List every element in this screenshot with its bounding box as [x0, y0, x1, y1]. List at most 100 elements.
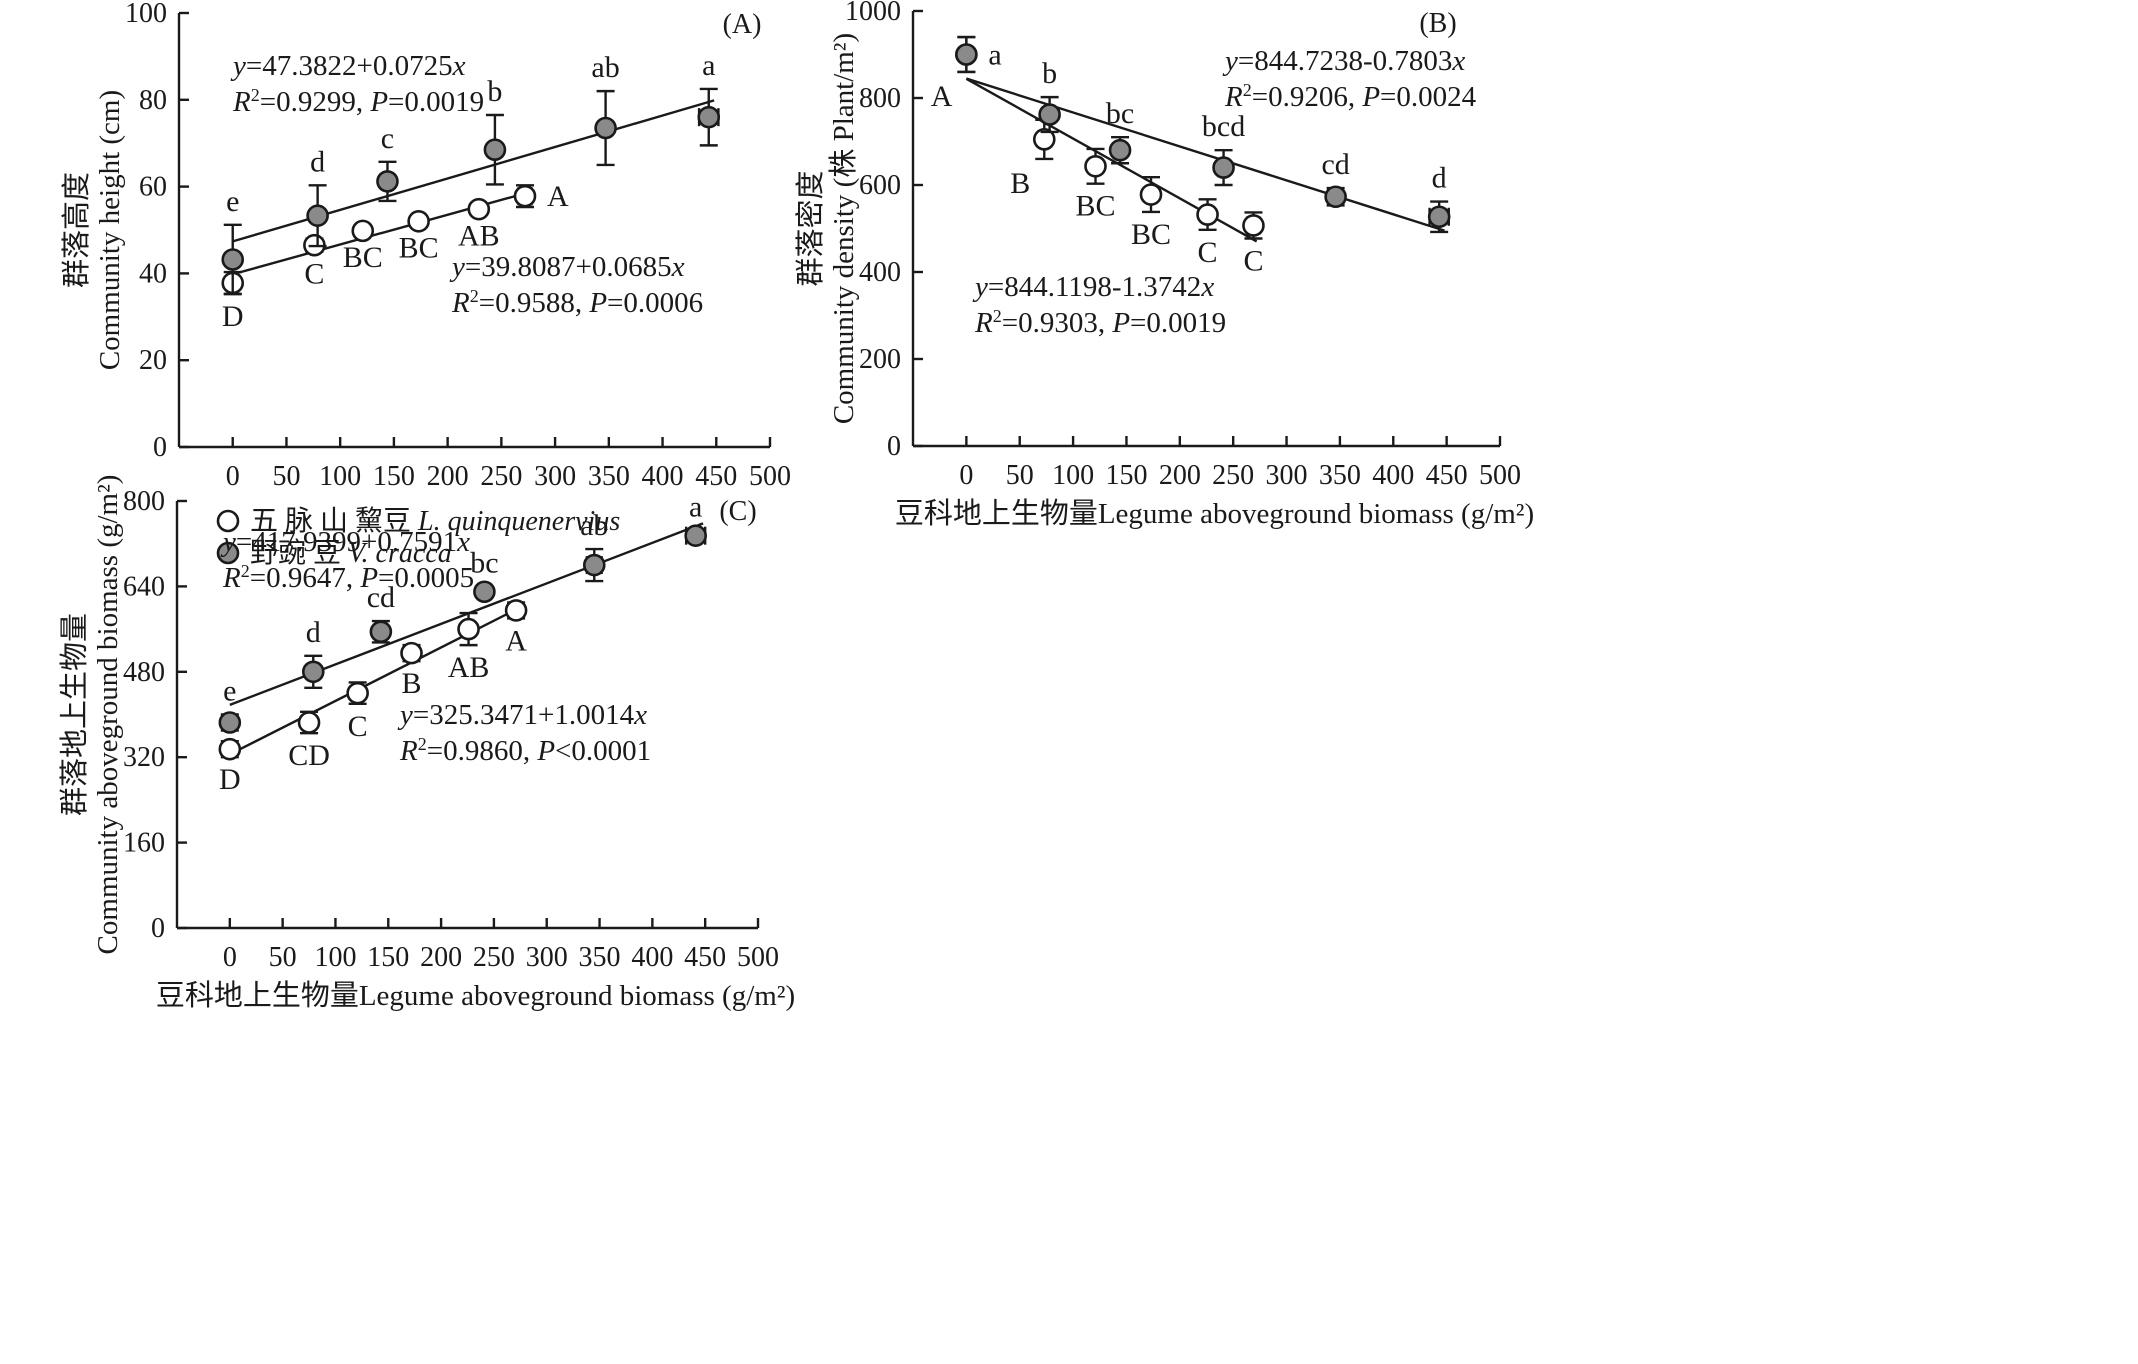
y-tick-label: 1000 — [845, 0, 901, 27]
significance-letter: BC — [343, 241, 383, 274]
x-tick-label: 400 — [1372, 460, 1414, 491]
x-tick-label: 400 — [631, 942, 673, 973]
significance-letter: d — [1432, 162, 1447, 195]
significance-letter: b — [487, 75, 502, 108]
y-tick-label: 640 — [123, 571, 165, 602]
x-tick-label: 50 — [269, 942, 297, 973]
panel-b: 0 200 400 600 800 1000 0 50 100 150 200 250 300 350 40… — [794, 0, 1534, 530]
data-point-open — [297, 711, 321, 734]
regression-equation: y=417.9399+0.7591x — [220, 526, 470, 558]
data-point-open — [351, 219, 375, 243]
significance-letter: d — [310, 145, 325, 178]
significance-letter: C — [304, 258, 324, 291]
y-tick-label: 0 — [151, 913, 165, 944]
y-tick-label: 200 — [859, 344, 901, 375]
x-axis-title: 豆科地上生物量Legume aboveground biomass (g/m²) — [895, 497, 1534, 530]
data-point-filled — [1038, 103, 1061, 126]
significance-letter: AB — [448, 651, 490, 684]
significance-letter: ab — [591, 51, 619, 84]
significance-letter: a — [702, 49, 715, 82]
significance-letter: d — [306, 616, 321, 649]
panel-a: 0 20 40 60 80 100 0 50 100 150 200 250 300 350 400 450 5… — [60, 0, 791, 569]
y-tick-label: 800 — [123, 486, 165, 517]
y-tick-label: 40 — [139, 258, 167, 289]
data-point-filled — [594, 116, 617, 140]
significance-letter: e — [226, 185, 239, 218]
significance-letter: C — [348, 710, 368, 743]
x-tick-label: 500 — [1479, 460, 1521, 491]
x-tick-label: 450 — [684, 942, 726, 973]
x-tick-label: 250 — [1212, 460, 1254, 491]
significance-letter: c — [381, 122, 394, 155]
x-tick-label: 100 — [1052, 460, 1094, 491]
panel-label: (B) — [1419, 8, 1456, 39]
significance-letter: bc — [1106, 97, 1134, 130]
regression-equation: R2=0.9860, P<0.0001 — [399, 734, 651, 767]
data-point-open — [1196, 203, 1219, 226]
regression-equation: y=844.1198-1.3742x — [972, 271, 1214, 303]
panel-label: (C) — [719, 496, 756, 527]
data-point-filled — [582, 553, 606, 577]
x-tick-label: 300 — [526, 942, 568, 973]
significance-letter: A — [931, 80, 953, 113]
data-point-filled — [1427, 205, 1451, 229]
y-tick-label: 480 — [123, 657, 165, 688]
significance-letter: B — [402, 667, 422, 700]
data-point-filled — [955, 43, 978, 66]
significance-letter: C — [1243, 245, 1263, 278]
regression-equation: R2=0.9299, P=0.0019 — [232, 85, 484, 118]
panel-c: 0 160 320 480 640 800 0 50 100 150 200 250 300 350 400… — [58, 475, 795, 1012]
significance-letter: BC — [1131, 218, 1171, 251]
x-tick-label: 450 — [695, 461, 737, 492]
significance-letter: BC — [1075, 190, 1115, 223]
data-point-filled — [697, 105, 721, 129]
regression-equation: R2=0.9647, P=0.0005 — [222, 561, 474, 594]
x-tick-label: 250 — [480, 461, 522, 492]
x-tick-label: 300 — [1266, 460, 1308, 491]
significance-letter: ab — [580, 509, 608, 542]
significance-letter: AB — [458, 220, 500, 253]
x-tick-label: 300 — [534, 461, 576, 492]
x-tick-label: 450 — [1426, 460, 1468, 491]
x-tick-label: 50 — [1006, 460, 1034, 491]
y-tick-label: 20 — [139, 345, 167, 376]
data-point-filled — [218, 711, 242, 734]
x-tick-label: 200 — [427, 461, 469, 492]
data-point-open — [1242, 214, 1265, 237]
regression-equation: R2=0.9303, P=0.0019 — [974, 306, 1226, 339]
x-tick-label: 100 — [314, 942, 356, 973]
data-point-open — [467, 197, 491, 221]
y-tick-label: 100 — [125, 0, 167, 29]
data-point-open — [218, 737, 242, 761]
x-tick-label: 200 — [420, 942, 462, 973]
data-point-filled — [483, 138, 507, 162]
significance-letter: B — [1010, 167, 1030, 200]
y-axis-title-cn: 群落高度 — [60, 172, 93, 288]
x-tick-label: 150 — [1105, 460, 1147, 491]
y-tick-label: 80 — [139, 85, 167, 116]
x-tick-label: 100 — [319, 461, 361, 492]
regression-equation: y=325.3471+1.0014x — [397, 699, 647, 731]
regression-equation: y=47.3822+0.0725x — [230, 50, 466, 82]
significance-letter: e — [223, 675, 236, 708]
regression-equation: R2=0.9206, P=0.0024 — [1224, 80, 1477, 113]
x-tick-label: 350 — [1319, 460, 1361, 491]
x-tick-label: 500 — [749, 461, 791, 492]
data-point-open — [407, 210, 430, 233]
x-tick-label: 400 — [642, 461, 684, 492]
y-tick-label: 400 — [859, 257, 901, 288]
data-point-open — [1084, 154, 1107, 178]
y-tick-label: 60 — [139, 172, 167, 203]
significance-letter: C — [1198, 236, 1218, 269]
legend-entry: 野豌 豆 V. cracca — [250, 537, 452, 569]
significance-letter: bc — [470, 546, 498, 579]
x-tick-label: 350 — [588, 461, 630, 492]
data-point-open — [346, 681, 369, 705]
data-point-open — [504, 599, 528, 622]
x-tick-label: 350 — [579, 942, 621, 973]
x-tick-label: 0 — [226, 461, 240, 492]
y-tick-label: 600 — [859, 170, 901, 201]
data-point-open — [400, 641, 423, 665]
legend-marker — [216, 509, 240, 533]
